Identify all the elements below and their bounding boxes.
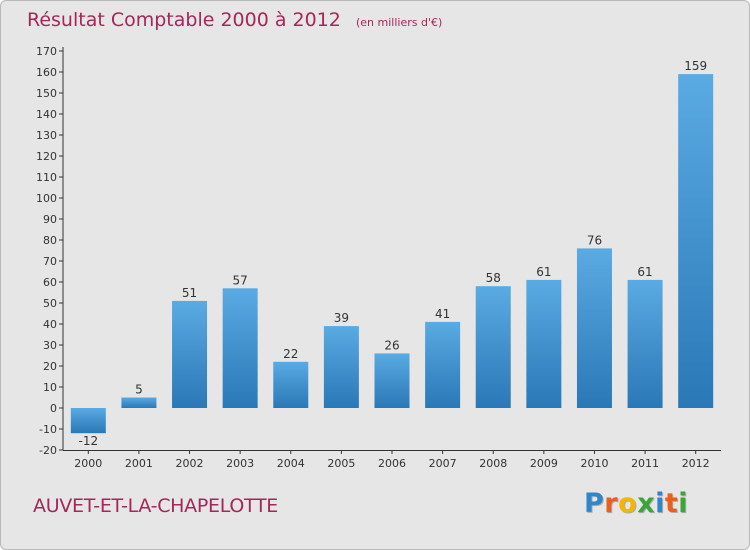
- chart-subtitle: (en milliers d'€): [355, 16, 443, 29]
- y-tick-label: 30: [43, 339, 57, 352]
- y-tick-label: -10: [39, 423, 57, 436]
- bar: [70, 408, 106, 434]
- data-label: 41: [435, 307, 450, 321]
- y-tick-label: 20: [43, 360, 57, 373]
- x-tick-label: 2010: [580, 457, 608, 470]
- x-tick-label: 2001: [125, 457, 153, 470]
- logo-letter: i: [655, 488, 665, 519]
- data-label: 61: [536, 265, 551, 279]
- x-tick-label: 2004: [277, 457, 305, 470]
- proxiti-logo[interactable]: Proxiti: [584, 488, 688, 519]
- y-tick-label: 100: [36, 192, 57, 205]
- data-label: 5: [135, 383, 143, 397]
- chart-title: Résultat Comptable 2000 à 2012: [27, 9, 341, 31]
- bar: [374, 353, 410, 408]
- commune-name: AUVET-ET-LA-CHAPELOTTE: [33, 495, 278, 517]
- x-tick-label: 2003: [226, 457, 254, 470]
- bar: [475, 286, 511, 408]
- x-tick-label: 2011: [631, 457, 659, 470]
- x-tick-label: 2008: [479, 457, 507, 470]
- bar: [323, 326, 359, 408]
- data-label: 51: [182, 286, 197, 300]
- y-tick-label: 90: [43, 213, 57, 226]
- bar: [526, 279, 562, 408]
- y-tick-label: -20: [39, 444, 57, 457]
- chart-title-row: Résultat Comptable 2000 à 2012 (en milli…: [27, 9, 442, 31]
- data-label: 61: [637, 265, 652, 279]
- y-tick-label: 80: [43, 234, 57, 247]
- y-tick-label: 40: [43, 318, 57, 331]
- y-tick-label: 140: [36, 108, 57, 121]
- y-tick-label: 150: [36, 87, 57, 100]
- data-label: 57: [233, 273, 248, 287]
- bar: [627, 279, 663, 408]
- y-tick-label: 130: [36, 129, 57, 142]
- logo-letter: o: [618, 488, 638, 519]
- bar: [172, 300, 208, 408]
- bar: [273, 361, 309, 408]
- y-tick-label: 10: [43, 381, 57, 394]
- y-tick-label: 0: [50, 402, 57, 415]
- x-tick-label: 2006: [378, 457, 406, 470]
- bar: [121, 397, 157, 408]
- x-tick-label: 2009: [530, 457, 558, 470]
- data-label: 159: [684, 59, 707, 73]
- y-tick-label: 120: [36, 150, 57, 163]
- x-tick-label: 2012: [682, 457, 710, 470]
- data-label: -12: [79, 434, 99, 448]
- x-tick-label: 2007: [429, 457, 457, 470]
- x-tick-label: 2000: [74, 457, 102, 470]
- y-tick-label: 70: [43, 255, 57, 268]
- logo-letter: P: [584, 488, 605, 519]
- y-tick-label: 110: [36, 171, 57, 184]
- bar: [425, 321, 461, 408]
- x-tick-label: 2005: [327, 457, 355, 470]
- data-label: 22: [283, 347, 298, 361]
- data-label: 39: [334, 311, 349, 325]
- logo-letter: x: [637, 488, 656, 519]
- x-tick-label: 2002: [176, 457, 204, 470]
- y-tick-label: 170: [36, 45, 57, 58]
- data-label: 58: [486, 271, 501, 285]
- data-label: 26: [384, 338, 399, 352]
- data-label: 76: [587, 233, 602, 247]
- bar: [576, 248, 612, 408]
- bar: [678, 74, 714, 408]
- logo-letter: t: [664, 488, 679, 519]
- y-tick-label: 50: [43, 297, 57, 310]
- logo-letter: r: [604, 488, 619, 519]
- logo-letter: i: [678, 488, 689, 519]
- plot-area: -20 -10 0 10 20 30 40 50 60 70 80 90 100 110 120 130 140…: [36, 45, 721, 470]
- bar: [222, 288, 258, 408]
- y-tick-label: 160: [36, 66, 57, 79]
- y-tick-label: 60: [43, 276, 57, 289]
